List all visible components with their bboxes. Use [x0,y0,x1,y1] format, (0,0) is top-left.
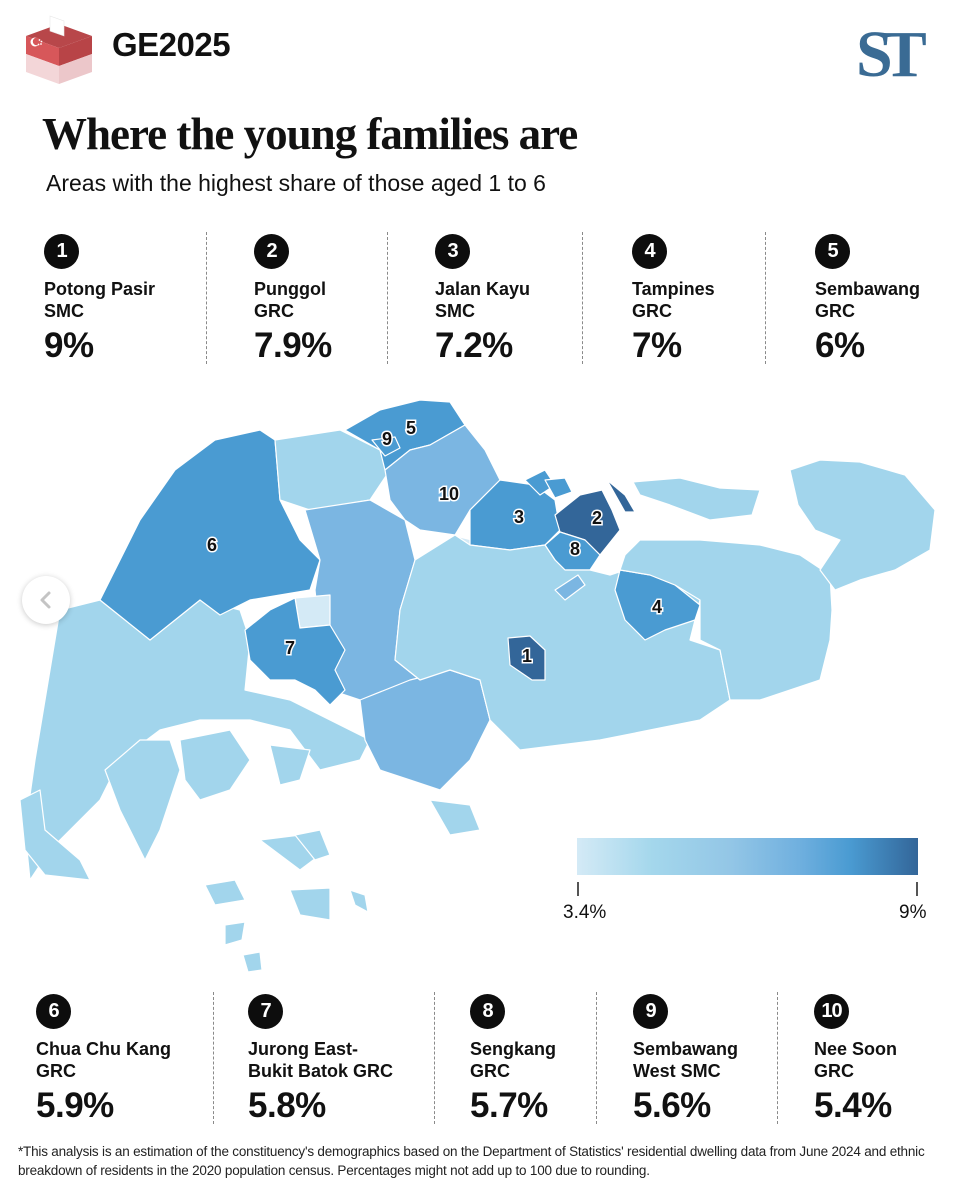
map-label-10: 10 [439,484,459,504]
divider [387,232,388,364]
header: GE2025 ST [0,0,956,100]
rank-badge: 10 [814,994,849,1029]
ballot-box-icon [26,15,92,84]
map-label-5: 5 [406,418,416,438]
rank-value: 5.8% [248,1086,326,1125]
divider [582,232,583,364]
region-1 [507,635,546,681]
legend-min-label: 3.4% [563,902,607,923]
rank-value: 7% [632,326,682,365]
map-label-4: 4 [652,597,662,617]
constituency-name: Chua Chu Kang GRC [36,1039,171,1081]
constituency-name: Sembawang West SMC [633,1039,739,1081]
rank-badge: 3 [435,234,470,269]
legend-tick-min [577,882,579,896]
chevron-left-icon [40,591,51,609]
rank-badge: 7 [248,994,283,1029]
rank-value: 7.2% [435,326,513,365]
divider [206,232,207,364]
publisher-logo[interactable]: ST [856,18,927,91]
rank-value: 6% [815,326,865,365]
top-ranks-row: 1 Potong Pasir SMC 9% 2 Punggol GRC 7.9% 3… [0,230,956,366]
rank-badge: 4 [632,234,667,269]
region-west [24,599,371,881]
rank-value: 9% [44,326,94,365]
constituency-name: Potong Pasir SMC [44,279,156,321]
map-label-2: 2 [592,508,602,528]
rank-value: 5.4% [814,1086,892,1125]
constituency-name: Nee Soon GRC [814,1039,898,1081]
rank-badge: 2 [254,234,289,269]
legend-max-label: 9% [899,902,927,923]
region-6 [99,429,321,641]
rank-badge: 9 [633,994,668,1029]
bottom-ranks-row: 6 Chua Chu Kang GRC 5.9% 7 Jurong East- Bu… [0,990,956,1126]
map-label-7: 7 [285,638,295,658]
rank-badge: 6 [36,994,71,1029]
rank-badge: 1 [44,234,79,269]
constituency-name: Sembawang GRC [815,279,921,321]
map-svg: 6 7 9 5 10 3 2 8 4 1 [19,399,936,973]
rank-value: 7.9% [254,326,332,365]
carousel-prev-button[interactable] [22,576,70,624]
constituency-name: Sengkang GRC [470,1039,557,1081]
divider [434,992,435,1124]
color-legend: 3.4% 9% [563,838,926,928]
rank-value: 5.7% [470,1086,548,1125]
map-label-3: 3 [514,507,524,527]
constituency-name: Tampines GRC [632,279,715,321]
rank-badge: 8 [470,994,505,1029]
map-label-1: 1 [522,646,532,666]
constituency-name: Punggol GRC [254,279,326,321]
legend-gradient-bar [577,838,918,875]
rank-badge: 5 [815,234,850,269]
legend-tick-max [916,882,918,896]
divider [596,992,597,1124]
constituency-name: Jurong East- Bukit Batok GRC [248,1039,394,1081]
map-label-8: 8 [570,539,580,559]
map-label-6: 6 [207,535,217,555]
page-title: Where the young families are [42,109,578,159]
constituency-name: Jalan Kayu SMC [435,279,531,321]
page-subtitle: Areas with the highest share of those ag… [46,170,546,196]
divider [777,992,778,1124]
footnote: *This analysis is an estimation of the c… [18,1144,925,1178]
region-9 [371,436,401,457]
map-label-9: 9 [382,429,392,449]
divider [213,992,214,1124]
region-7 [244,597,346,706]
brand-title: GE2025 [112,26,231,63]
singapore-choropleth-map: 6 7 9 5 10 3 2 8 4 1 [0,380,956,980]
rank-value: 5.9% [36,1086,114,1125]
rank-value: 5.6% [633,1086,711,1125]
divider [765,232,766,364]
